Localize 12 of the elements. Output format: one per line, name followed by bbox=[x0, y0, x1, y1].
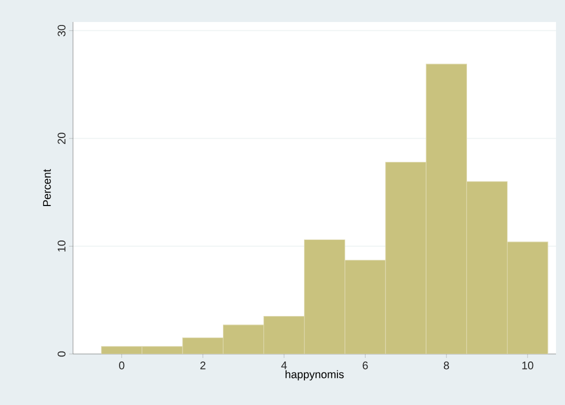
x-tick-label: 0 bbox=[119, 362, 124, 370]
y-tick-label: 20 bbox=[58, 132, 66, 144]
x-tick-label: 10 bbox=[522, 362, 534, 370]
y-tick-label: 10 bbox=[58, 240, 66, 252]
y-tick-label: 0 bbox=[58, 351, 66, 357]
x-tick-label: 4 bbox=[281, 362, 287, 370]
y-axis-title: Percent bbox=[43, 169, 51, 206]
y-tick-label: 30 bbox=[58, 24, 66, 36]
x-tick-label: 6 bbox=[362, 362, 368, 370]
x-tick-label: 2 bbox=[200, 362, 206, 370]
x-tick-label: 8 bbox=[444, 362, 449, 370]
x-axis-title: happynomis bbox=[286, 370, 344, 380]
